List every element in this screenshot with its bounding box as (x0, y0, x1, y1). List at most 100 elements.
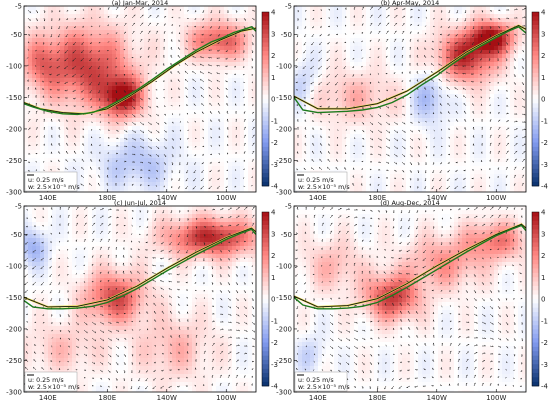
colorbar-tick: 0 (541, 296, 545, 304)
thermocline-line (294, 25, 526, 114)
colorbar-tick: 1 (541, 274, 545, 282)
colorbar-tick: -3 (541, 361, 548, 369)
y-tick-label: -5 (285, 203, 292, 211)
isotherm-line (24, 27, 256, 115)
y-tick-label: -150 (6, 94, 22, 102)
plot-frame (293, 205, 527, 393)
y-tick-label: -50 (11, 31, 22, 39)
panel-title: (a) Jan-Mar, 2014 (112, 0, 168, 7)
colorbar-tick: 4 (271, 209, 276, 217)
anomaly-field (24, 6, 256, 192)
y-tick-label: -50 (281, 231, 292, 239)
x-tick-label: 180E (368, 194, 386, 202)
colorbar: 4 3 2 1 0 -1 -2 -3 -4 (531, 209, 549, 391)
y-tick-label: -100 (6, 262, 22, 270)
y-tick-label: -150 (276, 294, 292, 302)
x-tick-label: 140W (427, 194, 447, 202)
y-tick-label: -250 (6, 157, 22, 165)
isotherm-line (294, 223, 526, 308)
x-tick-label: 100W (216, 394, 236, 402)
y-tick-label: -150 (6, 294, 22, 302)
colorbar-tick: -2 (271, 339, 278, 347)
anomaly-field (294, 206, 526, 392)
colorbar: 4 3 2 1 0 -1 -2 -3 -4 (531, 9, 549, 191)
y-tick-label: -100 (276, 262, 292, 270)
anomaly-field (294, 6, 526, 192)
vector-legend-u: u: 0.25 m/s (298, 377, 334, 384)
isotherm-line (294, 25, 526, 110)
colorbar-tick: -4 (271, 183, 279, 191)
colorbar-tick: -4 (541, 383, 549, 391)
colorbar: 4 3 2 1 0 -1 -2 -3 -4 (261, 9, 279, 191)
vector-legend-w: w: 2.5×10⁻⁵ m/s (298, 384, 350, 391)
y-tick-label: -150 (276, 94, 292, 102)
colorbar-tick: 4 (541, 9, 546, 17)
colorbar-tick: 2 (541, 52, 545, 60)
colorbar-tick: -4 (271, 383, 279, 391)
colorbar-tick: -1 (541, 317, 548, 325)
colorbar-tick: 2 (271, 52, 275, 60)
colorbar-tick: -1 (541, 117, 548, 125)
x-tick-label: 180E (368, 394, 386, 402)
y-tick-label: -100 (6, 62, 22, 70)
colorbar: 4 3 2 1 0 -1 -2 -3 -4 (261, 209, 279, 391)
vector-legend: u: 0.25 m/sw: 2.5×10⁻⁵ m/s (24, 171, 80, 192)
x-tick-label: 180E (98, 394, 116, 402)
y-tick-label: -250 (276, 157, 292, 165)
panel-2: (b) Apr-May, 2014 -5 -50 -100 -150 -200 -250 -3… (276, 0, 548, 202)
panel-title: (b) Apr-May, 2014 (381, 0, 440, 7)
y-tick-label: -300 (6, 189, 22, 197)
y-tick-label: -5 (285, 3, 292, 11)
isotherm-line (24, 227, 256, 308)
y-tick-label: -200 (276, 325, 292, 333)
colorbar-tick: 4 (541, 209, 546, 217)
colorbar-tick: 2 (541, 252, 545, 260)
y-tick-label: -200 (6, 325, 22, 333)
colorbar-tick: 0 (271, 296, 275, 304)
y-tick-label: -50 (11, 231, 22, 239)
x-tick-label: 140W (157, 194, 177, 202)
y-tick-label: -5 (15, 203, 22, 211)
y-tick-label: -300 (276, 389, 292, 397)
colorbar-tick: -3 (271, 161, 278, 169)
panel-3: (c) Jun-Jul, 2014 -5 -50 -100 -150 -200 -250 -3… (6, 199, 278, 402)
plot-frame (23, 5, 257, 193)
panel-title: (d) Aug-Dec, 2014 (380, 199, 440, 207)
vector-legend-w: w: 2.5×10⁻⁵ m/s (28, 184, 80, 191)
vector-legend-w: w: 2.5×10⁻⁵ m/s (298, 184, 350, 191)
x-tick-label: 100W (216, 194, 236, 202)
colorbar-tick: 0 (271, 96, 275, 104)
colorbar-tick: 0 (541, 96, 545, 104)
vector-legend-u: u: 0.25 m/s (28, 377, 64, 384)
colorbar-tick: 3 (271, 230, 275, 238)
x-tick-label: 140W (427, 394, 447, 402)
y-tick-label: -250 (276, 357, 292, 365)
thermocline-line (294, 224, 526, 310)
colorbar-tick: 2 (271, 252, 275, 260)
x-tick-label: 140E (309, 394, 327, 402)
vector-legend-u: u: 0.25 m/s (28, 177, 64, 184)
plot-frame (23, 205, 257, 393)
velocity-vectors (26, 6, 255, 190)
y-tick-label: -200 (6, 125, 22, 133)
colorbar-tick: 3 (541, 30, 545, 38)
colorbar-tick: -1 (271, 317, 278, 325)
y-tick-label: -250 (6, 357, 22, 365)
y-tick-label: -5 (15, 3, 22, 11)
colorbar-tick: 3 (271, 30, 275, 38)
vector-legend-w: w: 2.5×10⁻⁵ m/s (28, 384, 80, 391)
colorbar-tick: -3 (271, 361, 278, 369)
thermocline-line (24, 25, 256, 116)
vector-legend-u: u: 0.25 m/s (298, 177, 334, 184)
vector-legend: u: 0.25 m/sw: 2.5×10⁻⁵ m/s (24, 371, 80, 392)
x-tick-label: 140E (309, 194, 327, 202)
x-tick-label: 140W (157, 394, 177, 402)
colorbar-tick: -2 (271, 139, 278, 147)
x-tick-label: 180E (98, 194, 116, 202)
colorbar-tick: -1 (271, 117, 278, 125)
colorbar-tick: -4 (541, 183, 549, 191)
y-tick-label: -50 (281, 31, 292, 39)
plot-frame (293, 5, 527, 193)
colorbar-tick: -2 (541, 139, 548, 147)
